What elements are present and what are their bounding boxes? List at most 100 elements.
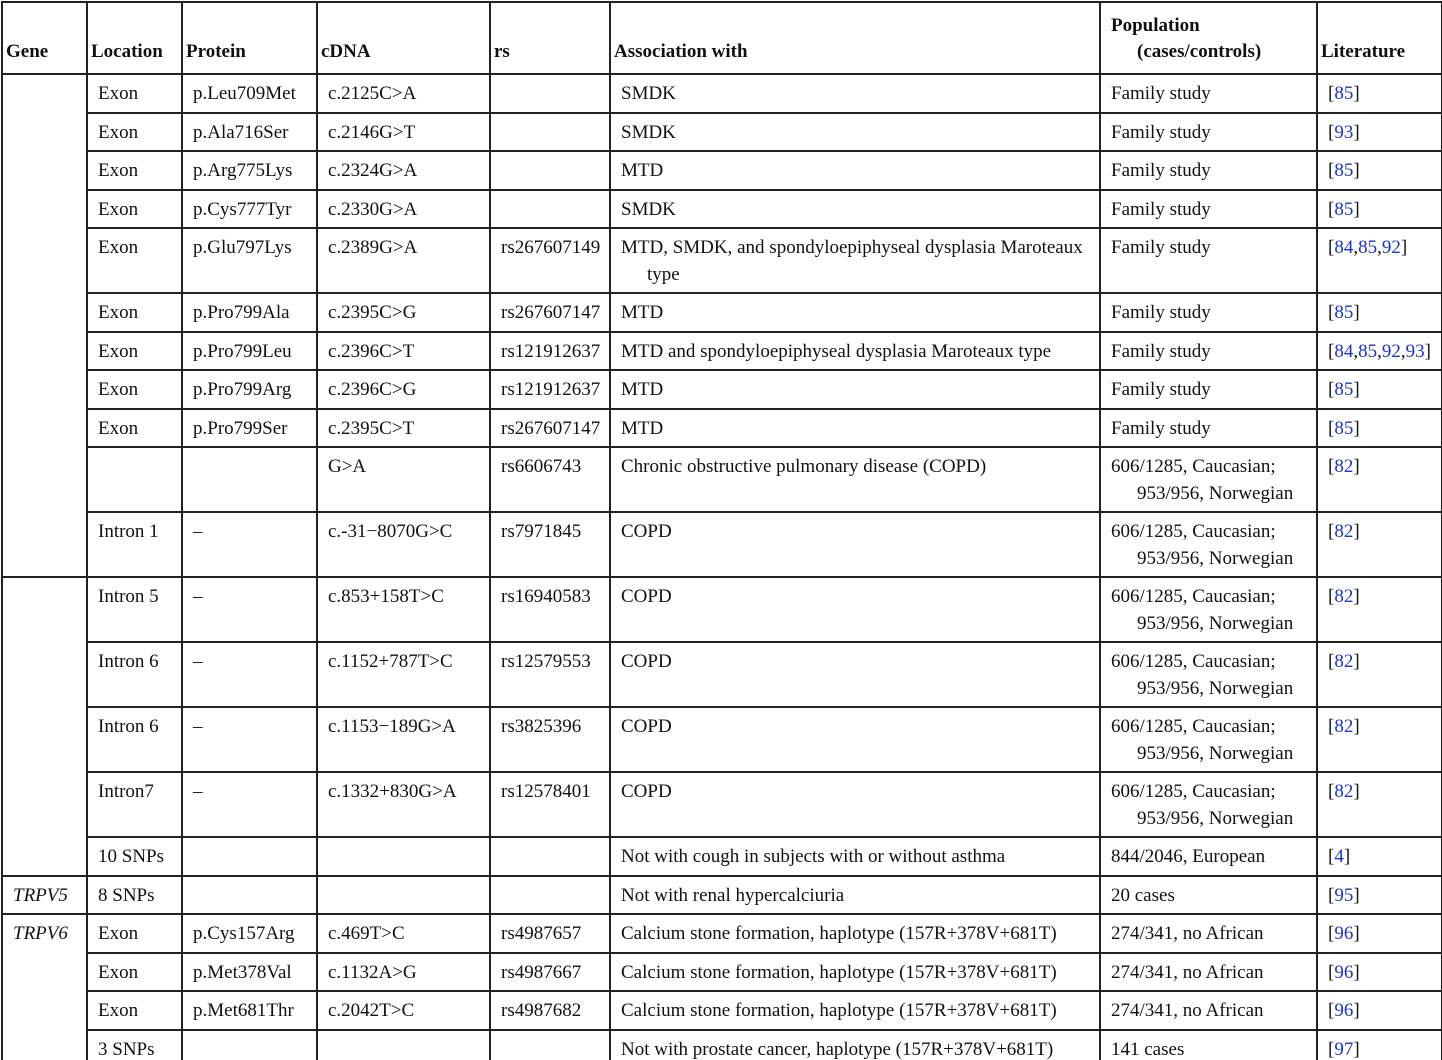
population-cell: 141 cases [1099, 1028, 1318, 1060]
ref-link[interactable]: 82 [1334, 521, 1354, 542]
protein-cell [181, 1028, 318, 1060]
cdna-cell: c.469T>C [316, 913, 491, 954]
literature-cell: [82] [1316, 446, 1442, 513]
population-cell: 274/341, no African [1099, 951, 1318, 992]
protein-cell: p.Pro799Leu [181, 330, 318, 371]
association-cell: MTD [609, 292, 1101, 333]
rs-cell: rs6606743 [489, 446, 611, 513]
literature-cell: [85] [1316, 73, 1442, 114]
ref-link[interactable]: 85 [1334, 379, 1354, 400]
ref-link[interactable]: 96 [1334, 1000, 1354, 1021]
ref-link[interactable]: 95 [1334, 884, 1354, 906]
ref-link[interactable]: 4 [1334, 846, 1344, 867]
table-row: TRPV5 8 SNPs Not with renal hypercalciuria… [1, 874, 1442, 915]
literature-cell: [96] [1316, 951, 1442, 992]
ref-link[interactable]: 84 [1334, 340, 1354, 362]
protein-cell: – [181, 641, 318, 708]
association-cell: COPD [609, 511, 1101, 578]
ref-link[interactable]: 97 [1334, 1038, 1354, 1060]
table-row: Exon p.Pro799Arg c.2396C>G rs121912637 MTD Fa… [2, 369, 1442, 410]
table-row: Exon p.Pro799Leu c.2396C>T rs121912637 MTD a… [2, 330, 1442, 371]
literature-cell: [93] [1316, 111, 1442, 152]
cdna-cell: c.1152+787T>C [316, 641, 491, 708]
protein-cell: p.Ala716Ser [181, 111, 318, 152]
ref-link[interactable]: 84 [1334, 237, 1354, 258]
gene-cell: TRPV5 [1, 874, 88, 915]
location-cell: Intron7 [86, 771, 183, 838]
literature-cell: [82] [1316, 511, 1442, 578]
location-cell: 8 SNPs [86, 874, 183, 915]
population-cell: 606/1285, Caucasian; 953/956, Norwegian [1099, 706, 1318, 773]
protein-cell: p.Met681Thr [181, 990, 318, 1031]
table-row: Exon p.Cys777Tyr c.2330G>A SMDK Family study… [2, 188, 1442, 229]
location-cell: Exon [86, 407, 183, 448]
ref-link[interactable]: 93 [1405, 340, 1425, 362]
population-cell: Family study [1099, 188, 1318, 229]
association-cell: COPD [609, 576, 1101, 643]
cdna-cell: c.2396C>G [316, 369, 491, 410]
cdna-cell [316, 836, 491, 877]
association-cell: COPD [609, 706, 1101, 773]
location-cell: Exon [86, 227, 183, 294]
association-cell: Not with prostate cancer, haplotype (157… [609, 1028, 1101, 1060]
protein-cell: – [181, 511, 318, 578]
location-cell: 3 SNPs [86, 1028, 183, 1060]
location-cell [86, 446, 183, 513]
location-cell: Exon [86, 913, 183, 954]
population-cell: 20 cases [1099, 874, 1318, 915]
ref-link[interactable]: 85 [1358, 340, 1378, 362]
cdna-cell: c.1332+830G>A [316, 771, 491, 838]
location-cell: Intron 1 [86, 511, 183, 578]
ref-link[interactable]: 82 [1334, 456, 1354, 477]
ref-link[interactable]: 85 [1334, 83, 1354, 104]
rs-cell: rs121912637 [489, 330, 611, 371]
table-row: Exon p.Ala716Ser c.2146G>T SMDK Family study… [2, 111, 1442, 152]
location-cell: Exon [86, 951, 183, 992]
ref-link[interactable]: 85 [1358, 237, 1378, 258]
rs-cell [489, 1028, 611, 1060]
population-cell: 606/1285, Caucasian; 953/956, Norwegian [1099, 576, 1318, 643]
ref-link[interactable]: 92 [1381, 340, 1401, 362]
ref-link[interactable]: 82 [1334, 586, 1354, 607]
rs-cell: rs121912637 [489, 369, 611, 410]
ref-link[interactable]: 85 [1334, 160, 1354, 181]
ref-link[interactable]: 85 [1334, 198, 1354, 220]
ref-link[interactable]: 85 [1334, 417, 1354, 439]
literature-cell: [96] [1316, 913, 1442, 954]
table-row: G>A rs6606743 Chronic obstructive pulmonar… [2, 446, 1442, 513]
ref-link[interactable]: 96 [1334, 923, 1354, 944]
table-row: 10 SNPs Not with cough in subjects with o… [2, 836, 1442, 877]
ref-link[interactable]: 93 [1334, 121, 1354, 143]
ref-link[interactable]: 82 [1334, 716, 1354, 737]
population-cell: 606/1285, Caucasian; 953/956, Norwegian [1099, 446, 1318, 513]
cdna-cell: c.1132A>G [316, 951, 491, 992]
rs-cell: rs12579553 [489, 641, 611, 708]
location-cell: Intron 6 [86, 641, 183, 708]
cdna-cell: c.2389G>A [316, 227, 491, 294]
cdna-cell: c.2125C>A [316, 73, 491, 114]
table-row: Intron 5– c.853+158T>C rs16940583 COPD 606/1… [1, 576, 1442, 877]
population-cell: Family study [1099, 407, 1318, 448]
rs-cell: rs267607147 [489, 292, 611, 333]
association-cell: SMDK [609, 73, 1101, 114]
column-header: Gene [1, 1, 88, 75]
protein-cell [181, 836, 318, 877]
cdna-cell: c.2146G>T [316, 111, 491, 152]
rs-cell [489, 111, 611, 152]
population-cell: Family study [1099, 292, 1318, 333]
column-header: Literature [1316, 1, 1442, 75]
table-body: Exon p.Leu709Met c.2125C>A SMDK Family study… [1, 73, 1442, 1060]
ref-link[interactable]: 85 [1334, 302, 1354, 323]
ref-link[interactable]: 82 [1334, 781, 1354, 802]
ref-link[interactable]: 82 [1334, 651, 1354, 672]
association-cell: Calcium stone formation, haplotype (157R… [609, 951, 1101, 992]
population-cell: 844/2046, European [1099, 836, 1318, 877]
ref-link[interactable]: 96 [1334, 961, 1354, 983]
rs-cell: rs16940583 [489, 576, 611, 643]
literature-cell: [85] [1316, 150, 1442, 191]
association-cell: Chronic obstructive pulmonary disease (C… [609, 446, 1101, 513]
column-header: rs [489, 1, 611, 75]
ref-link[interactable]: 92 [1381, 237, 1401, 258]
association-cell: MTD [609, 150, 1101, 191]
